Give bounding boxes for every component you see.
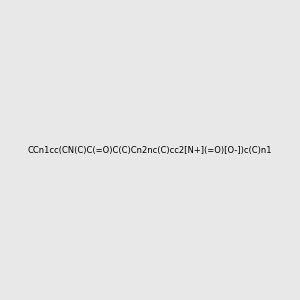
Text: CCn1cc(CN(C)C(=O)C(C)Cn2nc(C)cc2[N+](=O)[O-])c(C)n1: CCn1cc(CN(C)C(=O)C(C)Cn2nc(C)cc2[N+](=O)… — [28, 146, 272, 154]
